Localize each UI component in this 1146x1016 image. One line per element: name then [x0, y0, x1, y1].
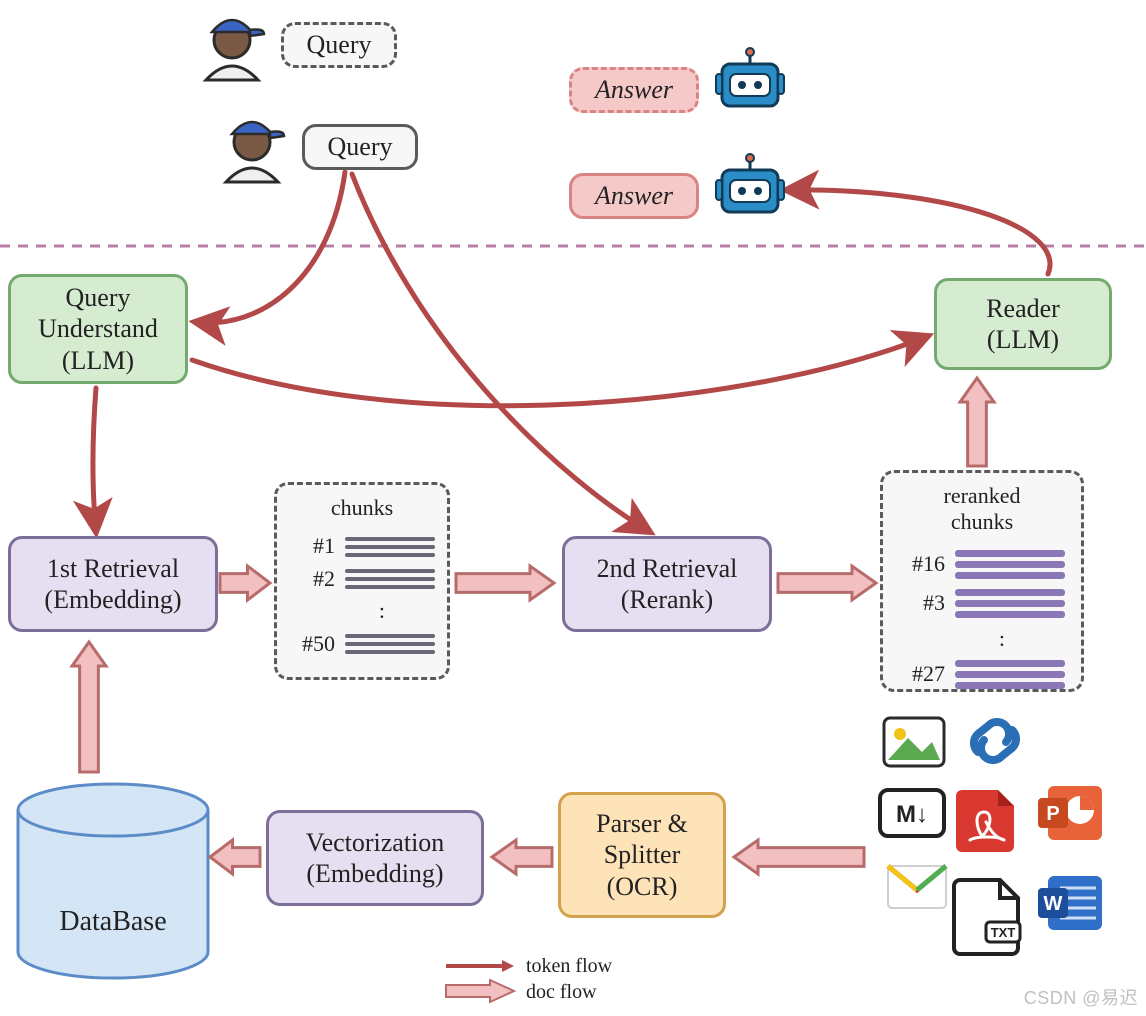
- node-answer1-label: Answer: [595, 74, 673, 105]
- edge-reader-to-answer: [786, 190, 1050, 274]
- watermark-text: CSDN @易迟: [1024, 984, 1138, 1010]
- edge-sources-to-parser: [734, 840, 864, 874]
- node-query2: Query: [302, 124, 418, 170]
- chunk-row: #16: [899, 548, 1065, 581]
- node-answer2-label: Answer: [595, 180, 673, 211]
- legend-doc-arrow: [446, 980, 514, 1002]
- legend-token-label: token flow: [526, 955, 613, 977]
- node-reader-label: Reader (LLM): [986, 293, 1060, 355]
- markdown-icon: M↓: [880, 790, 944, 836]
- chunk-row: #50: [289, 631, 435, 657]
- chunk-id: #27: [899, 661, 945, 687]
- edge-chunks-to-rerank: [456, 566, 554, 600]
- robot-icon: [716, 154, 784, 212]
- node-reader: Reader (LLM): [934, 278, 1112, 370]
- edge-reranked-to-reader: [960, 378, 994, 466]
- user-icon: [226, 122, 284, 182]
- chunk-id: :: [959, 626, 1005, 652]
- svg-text:M↓: M↓: [896, 801, 928, 828]
- node-chunks-title: chunks: [331, 495, 393, 521]
- chunk-id: #50: [289, 631, 335, 657]
- chunk-row: #3: [899, 587, 1065, 620]
- node-parser: Parser & Splitter (OCR): [558, 792, 726, 918]
- edge-understand-to-reader: [192, 336, 928, 406]
- node-retrieval2: 2nd Retrieval (Rerank): [562, 536, 772, 632]
- node-retrieval1: 1st Retrieval (Embedding): [8, 536, 218, 632]
- chunk-id: #16: [899, 551, 945, 577]
- chunk-row: :: [959, 626, 1005, 652]
- robot-icon: [716, 48, 784, 106]
- node-answer2: Answer: [569, 173, 699, 219]
- edge-retrieval1-to-chunks: [220, 566, 270, 600]
- link-icon: [974, 722, 1016, 760]
- svg-text:TXT: TXT: [991, 925, 1016, 940]
- edge-query-to-understand: [195, 172, 345, 323]
- node-vectorization-label: Vectorization (Embedding): [306, 827, 445, 889]
- node-rerankedChunks-title: reranked chunks: [944, 483, 1021, 536]
- edge-db-to-retrieval1: [72, 642, 106, 772]
- chunk-id: :: [339, 598, 385, 624]
- node-query1-label: Query: [307, 29, 372, 60]
- legend-doc-label: doc flow: [526, 981, 597, 1003]
- chunk-row: #2: [289, 566, 435, 592]
- node-chunks: chunks #1 #2:#50: [274, 482, 450, 680]
- svg-text:P: P: [1046, 803, 1059, 825]
- edge-vectorization-to-db: [210, 840, 260, 874]
- edge-understand-to-retrieval1: [93, 388, 96, 532]
- chunk-id: #1: [289, 533, 335, 559]
- edge-query-to-rerank: [352, 174, 650, 532]
- chunk-row: #27: [899, 658, 1065, 691]
- node-queryUnderstand-label: Query Understand (LLM): [38, 282, 158, 376]
- edge-rerank-to-reranked: [778, 566, 876, 600]
- txt-icon: TXT: [954, 880, 1020, 954]
- node-vectorization: Vectorization (Embedding): [266, 810, 484, 906]
- word-icon: W: [1038, 876, 1102, 930]
- node-rerankedChunks: reranked chunks #16 #3: #27: [880, 470, 1084, 692]
- edge-parser-to-vectorization: [492, 840, 552, 874]
- node-retrieval2-label: 2nd Retrieval (Rerank): [597, 553, 738, 615]
- chunk-row: :: [339, 598, 385, 624]
- svg-text:W: W: [1044, 893, 1063, 915]
- node-retrieval1-label: 1st Retrieval (Embedding): [44, 553, 181, 615]
- node-parser-label: Parser & Splitter (OCR): [596, 808, 688, 902]
- image-icon: [884, 718, 944, 766]
- node-database-label: DataBase: [59, 906, 166, 937]
- node-query1: Query: [281, 22, 397, 68]
- chunk-id: #2: [289, 566, 335, 592]
- node-queryUnderstand: Query Understand (LLM): [8, 274, 188, 384]
- node-query2-label: Query: [328, 131, 393, 162]
- user-icon: [206, 20, 264, 80]
- node-answer1: Answer: [569, 67, 699, 113]
- ppt-icon: P: [1038, 786, 1102, 840]
- mail-icon: [888, 866, 946, 908]
- diagram-stage: DataBase token flow doc flow M↓ P W TXT Quer…: [0, 0, 1146, 1016]
- pdf-icon: [956, 790, 1014, 852]
- chunk-row: #1: [289, 533, 435, 559]
- chunk-id: #3: [899, 590, 945, 616]
- database-cylinder: DataBase: [18, 784, 208, 978]
